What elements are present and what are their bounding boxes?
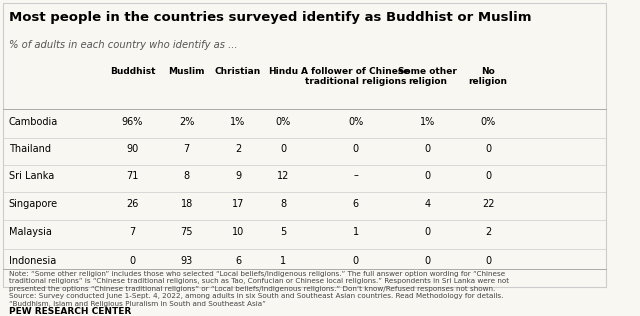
Text: 26: 26 xyxy=(126,199,139,209)
Text: 18: 18 xyxy=(180,199,193,209)
Text: Some other
religion: Some other religion xyxy=(399,67,458,86)
Text: –: – xyxy=(353,171,358,180)
Text: 96%: 96% xyxy=(122,117,143,126)
Text: 8: 8 xyxy=(280,199,286,209)
Text: A follower of Chinese
traditional religions: A follower of Chinese traditional religi… xyxy=(301,67,410,86)
Text: Sri Lanka: Sri Lanka xyxy=(9,171,54,180)
Text: Most people in the countries surveyed identify as Buddhist or Muslim: Most people in the countries surveyed id… xyxy=(9,11,531,24)
Text: Indonesia: Indonesia xyxy=(9,256,56,266)
Text: 0: 0 xyxy=(485,171,492,180)
Text: 22: 22 xyxy=(482,199,495,209)
Text: 0: 0 xyxy=(485,143,492,154)
Text: 1%: 1% xyxy=(230,117,246,126)
Text: 0: 0 xyxy=(425,171,431,180)
Text: 0: 0 xyxy=(129,256,136,266)
Text: 90: 90 xyxy=(126,143,138,154)
Text: % of adults in each country who identify as ...: % of adults in each country who identify… xyxy=(9,40,237,50)
Text: 75: 75 xyxy=(180,228,193,237)
Text: 2: 2 xyxy=(485,228,492,237)
Text: 2%: 2% xyxy=(179,117,195,126)
Text: Cambodia: Cambodia xyxy=(9,117,58,126)
Text: 6: 6 xyxy=(235,256,241,266)
Text: Hindu: Hindu xyxy=(268,67,298,76)
Text: Muslim: Muslim xyxy=(168,67,205,76)
Text: 10: 10 xyxy=(232,228,244,237)
Text: Note: “Some other religion” includes those who selected “Local beliefs/Indigenou: Note: “Some other religion” includes tho… xyxy=(9,271,509,307)
Text: 5: 5 xyxy=(280,228,286,237)
Text: Buddhist: Buddhist xyxy=(109,67,155,76)
Text: 0%: 0% xyxy=(348,117,363,126)
Text: 0: 0 xyxy=(485,256,492,266)
Text: 0: 0 xyxy=(425,143,431,154)
Text: Singapore: Singapore xyxy=(9,199,58,209)
Text: Christian: Christian xyxy=(215,67,261,76)
Text: 17: 17 xyxy=(232,199,244,209)
Text: 0: 0 xyxy=(425,228,431,237)
Text: PEW RESEARCH CENTER: PEW RESEARCH CENTER xyxy=(9,307,131,316)
Text: 9: 9 xyxy=(235,171,241,180)
Text: Malaysia: Malaysia xyxy=(9,228,52,237)
Text: 1: 1 xyxy=(353,228,358,237)
Text: 0%: 0% xyxy=(481,117,496,126)
Text: 0: 0 xyxy=(353,143,358,154)
Text: 2: 2 xyxy=(235,143,241,154)
Text: 7: 7 xyxy=(184,143,190,154)
Text: Thailand: Thailand xyxy=(9,143,51,154)
Text: 0: 0 xyxy=(280,143,286,154)
Text: 12: 12 xyxy=(277,171,289,180)
Text: 71: 71 xyxy=(126,171,139,180)
Text: 1%: 1% xyxy=(420,117,435,126)
Text: 0: 0 xyxy=(425,256,431,266)
Text: 0%: 0% xyxy=(276,117,291,126)
Text: 1: 1 xyxy=(280,256,286,266)
Text: 93: 93 xyxy=(180,256,193,266)
Text: 0: 0 xyxy=(353,256,358,266)
Text: 6: 6 xyxy=(353,199,358,209)
Text: 4: 4 xyxy=(425,199,431,209)
Text: 7: 7 xyxy=(129,228,136,237)
Text: No
religion: No religion xyxy=(468,67,508,86)
Text: 8: 8 xyxy=(184,171,189,180)
